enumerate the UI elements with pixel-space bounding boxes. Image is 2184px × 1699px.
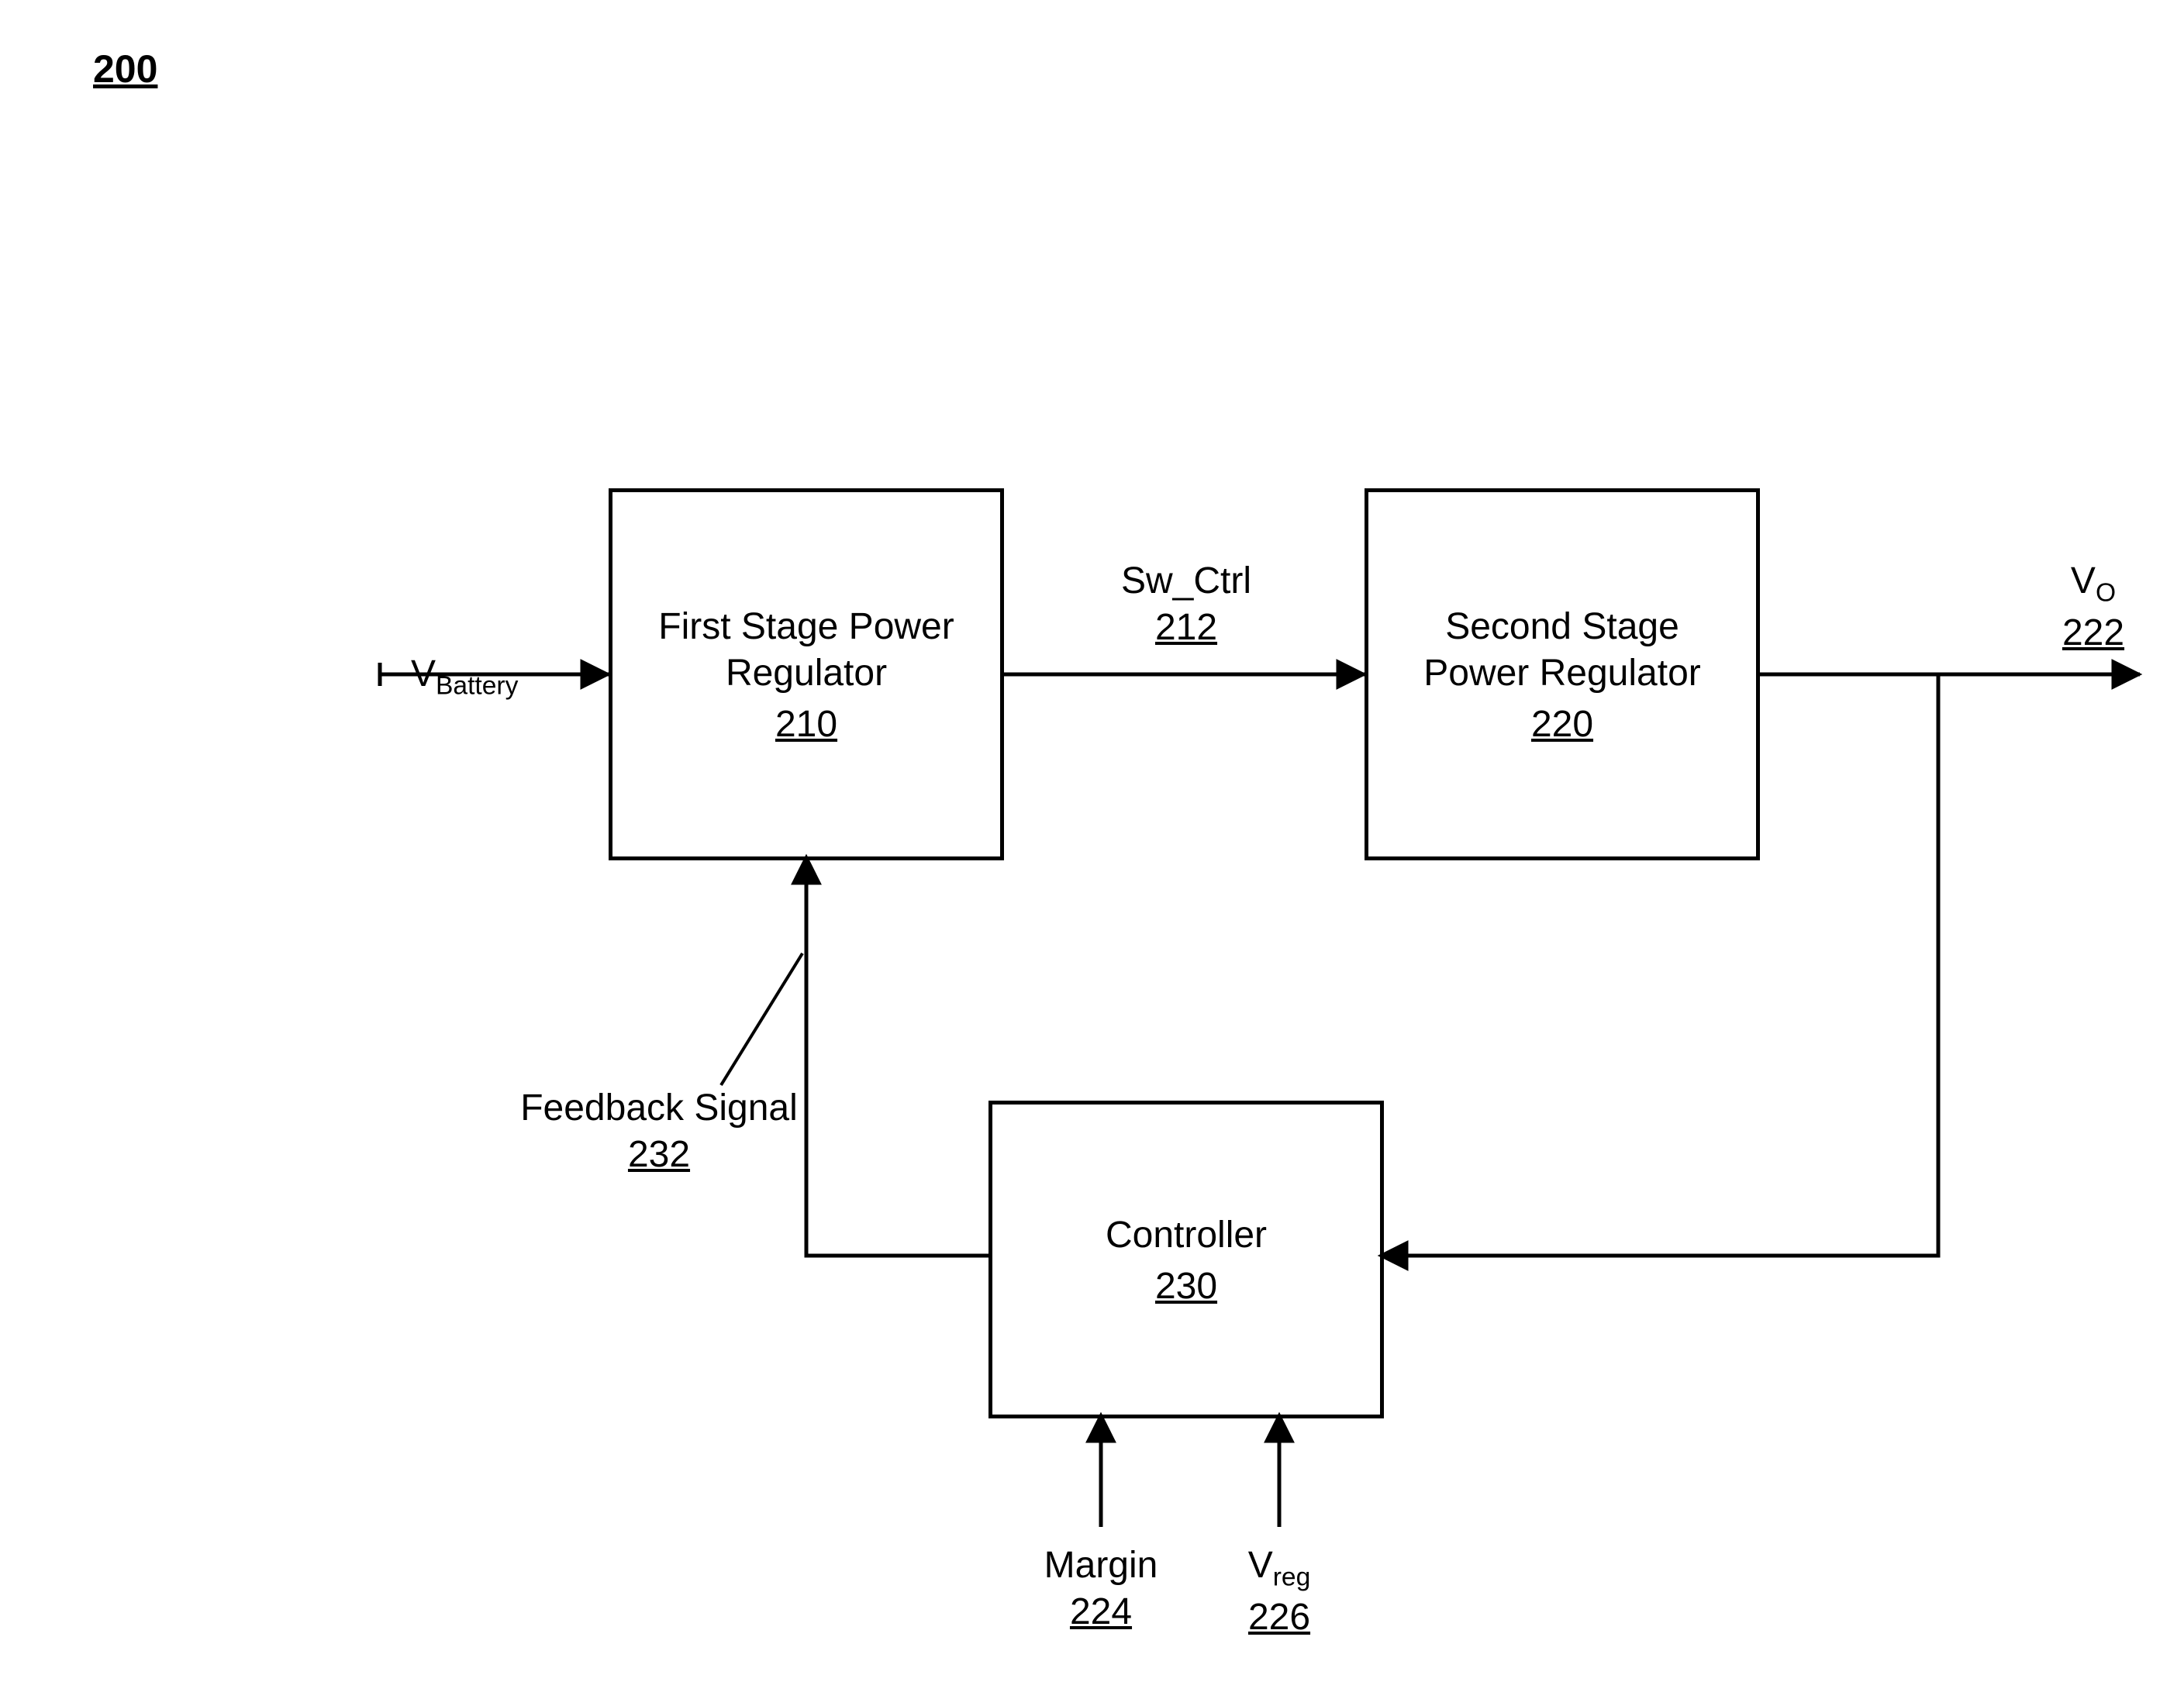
block-title: Second StagePower Regulator: [1423, 604, 1701, 697]
block-controller: Controller 230: [988, 1101, 1384, 1418]
block-title: Controller: [1106, 1212, 1267, 1259]
label-feedback: Feedback Signal 232: [496, 1085, 822, 1178]
block-second-stage-regulator: Second StagePower Regulator 220: [1365, 488, 1760, 860]
block-ref: 230: [1155, 1265, 1217, 1308]
signal-text: Feedback Signal: [520, 1087, 798, 1129]
signal-text: Margin: [1044, 1545, 1158, 1586]
block-ref: 210: [775, 703, 837, 746]
wires-svg: [0, 0, 2184, 1699]
signal-text: Sw_Ctrl: [1121, 560, 1251, 601]
signal-ref: 212: [1101, 605, 1271, 651]
figure-number: 200: [93, 47, 157, 91]
block-ref: 220: [1531, 703, 1593, 746]
block-first-stage-regulator: First Stage PowerRegulator 210: [609, 488, 1004, 860]
block-title: First Stage PowerRegulator: [658, 604, 954, 697]
label-vreg: Vreg 226: [1225, 1542, 1334, 1641]
signal-ref: 222: [2047, 610, 2140, 657]
signal-ref: 224: [1031, 1589, 1171, 1635]
signal-text: Vreg: [1248, 1545, 1311, 1586]
label-swctrl: Sw_Ctrl 212: [1101, 558, 1271, 651]
signal-text: VO: [2071, 560, 2116, 601]
signal-text: VBattery: [411, 653, 518, 694]
diagram-canvas: 200 First Stage PowerRegulator 210 Secon…: [0, 0, 2184, 1699]
signal-ref: 232: [496, 1132, 822, 1178]
label-margin: Margin 224: [1031, 1542, 1171, 1635]
label-vbattery: VBattery: [411, 651, 518, 703]
label-vo: VO 222: [2047, 558, 2140, 657]
signal-ref: 226: [1225, 1594, 1334, 1641]
